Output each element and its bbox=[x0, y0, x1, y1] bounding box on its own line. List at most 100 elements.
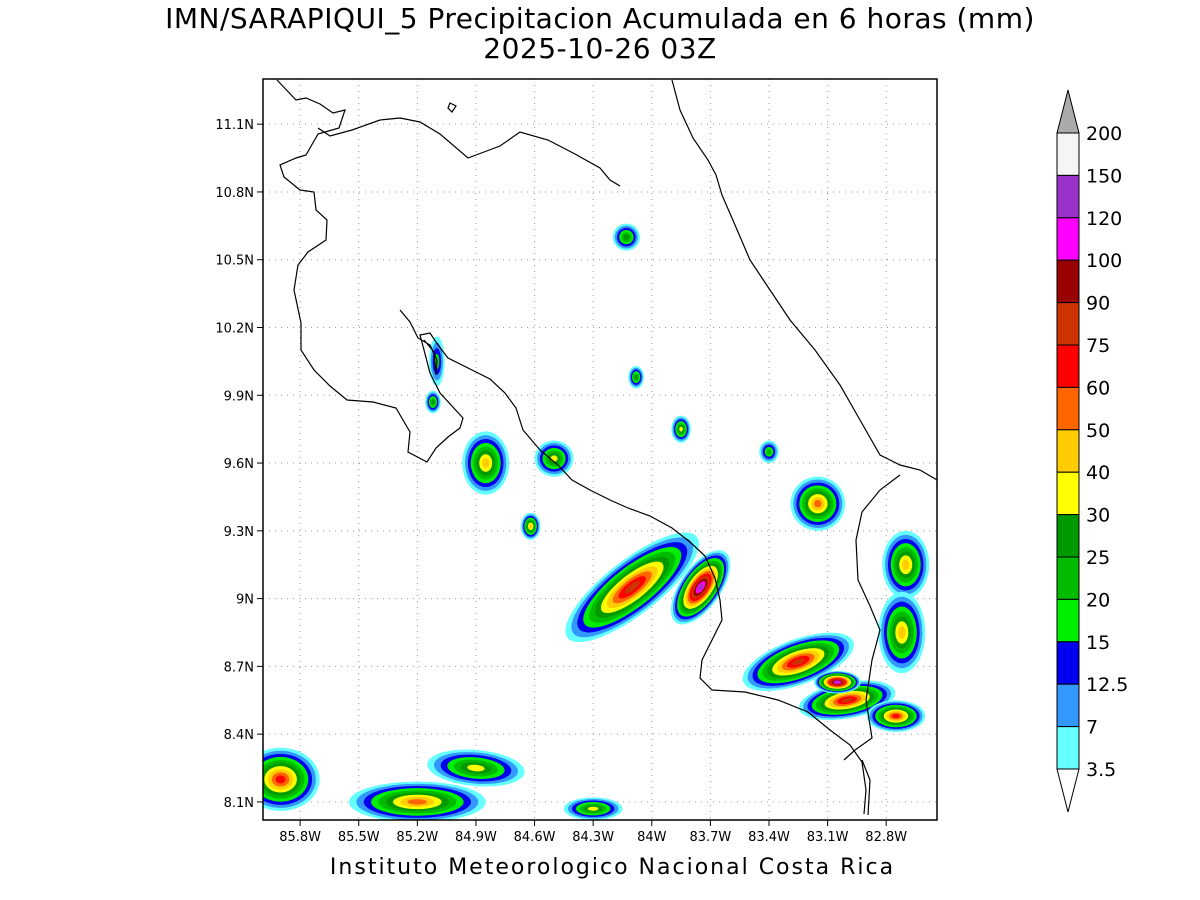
lat-tick-label: 10.2N bbox=[215, 322, 254, 337]
rain-cell bbox=[759, 440, 779, 464]
lat-tick-label: 8.7N bbox=[224, 660, 254, 675]
lon-tick-label: 84.9W bbox=[455, 830, 497, 845]
colorbar-level-label: 50 bbox=[1086, 420, 1110, 442]
colorbar-level-label: 75 bbox=[1086, 335, 1110, 357]
rain-contour-level bbox=[431, 399, 435, 405]
rain-cell bbox=[866, 700, 926, 732]
colorbar-under-arrow bbox=[1056, 768, 1080, 813]
map-frame bbox=[262, 78, 938, 821]
colorbar-swatch bbox=[1056, 429, 1080, 473]
rain-cell bbox=[670, 550, 731, 625]
lon-tick-label: 82.8W bbox=[865, 830, 907, 845]
lon-tick-label: 83.1W bbox=[807, 830, 849, 845]
panama-border bbox=[843, 474, 901, 761]
rain-contour-level bbox=[902, 559, 910, 571]
colorbar-level-label: 12.5 bbox=[1086, 674, 1128, 696]
colorbar-level-label: 25 bbox=[1086, 547, 1110, 569]
lat-tick-label: 9N bbox=[236, 593, 254, 608]
lat-tick-label: 9.3N bbox=[224, 525, 254, 540]
rain-contour-level bbox=[766, 448, 772, 455]
colorbar-swatch bbox=[1056, 598, 1080, 643]
colorbar-swatch bbox=[1056, 259, 1080, 304]
map-title: IMN/SARAPIQUI_5 Precipitacion Acumulada … bbox=[165, 2, 1035, 35]
rain-cell bbox=[742, 632, 854, 692]
lat-tick-label: 10.5N bbox=[215, 254, 254, 269]
colorbar-swatch bbox=[1056, 683, 1080, 728]
rain-contour-level bbox=[835, 681, 840, 684]
rain-cell bbox=[565, 532, 700, 643]
rain-contour-level bbox=[275, 775, 286, 784]
colorbar-swatch bbox=[1056, 386, 1080, 431]
rain-cell bbox=[348, 781, 486, 820]
colorbar-level-label: 100 bbox=[1086, 250, 1122, 272]
colorbar-over-arrow bbox=[1056, 89, 1080, 134]
rain-cell bbox=[878, 591, 926, 674]
nicaragua-border-lake-shore bbox=[317, 117, 621, 187]
colorbar-level-label: 150 bbox=[1086, 165, 1122, 187]
colorbar-swatch bbox=[1056, 132, 1080, 176]
colorbar-swatch bbox=[1056, 302, 1080, 346]
lon-tick-label: 83.7W bbox=[689, 830, 731, 845]
pacific-coastline bbox=[276, 79, 867, 815]
map-subtitle-datetime: 2025-10-26 03Z bbox=[483, 32, 717, 65]
rain-contour-level bbox=[679, 426, 683, 432]
rain-contour-level bbox=[634, 374, 638, 380]
colorbar-level-label: 90 bbox=[1086, 293, 1110, 315]
colorbar-swatch bbox=[1056, 174, 1080, 219]
lat-tick-label: 8.1N bbox=[224, 796, 254, 811]
rain-cell bbox=[263, 747, 320, 811]
colorbar-legend: 3.5 7 12.5 15 20 25 30 40 50 60 75 90 100 120 150 200 bbox=[1056, 89, 1128, 813]
rain-contour-level bbox=[841, 697, 853, 703]
colorbar-level-label: 20 bbox=[1086, 589, 1110, 611]
rain-contour-level bbox=[814, 499, 822, 508]
precipitation-field bbox=[263, 223, 930, 820]
rain-cell bbox=[520, 512, 541, 540]
rain-contour-level bbox=[467, 764, 485, 772]
rain-cell bbox=[671, 415, 691, 443]
colorbar-level-label: 40 bbox=[1086, 462, 1110, 484]
rain-cell bbox=[790, 476, 846, 531]
rain-contour-level bbox=[529, 524, 533, 529]
small-island bbox=[447, 102, 457, 113]
coastline-borders bbox=[276, 79, 937, 816]
rain-contour-level bbox=[482, 458, 490, 469]
colorbar-swatch bbox=[1056, 217, 1080, 261]
rain-contour-level bbox=[697, 583, 704, 591]
nicoya-inner-gulf bbox=[399, 309, 438, 376]
rain-cell bbox=[425, 390, 441, 414]
lat-tick-label: 8.4N bbox=[224, 728, 254, 743]
lat-tick-label: 9.6N bbox=[224, 457, 254, 472]
colorbar-level-label: 3.5 bbox=[1086, 759, 1116, 781]
colorbar-level-label: 7 bbox=[1086, 717, 1098, 739]
colorbar-swatch bbox=[1056, 471, 1080, 516]
lon-tick-label: 84.3W bbox=[572, 830, 614, 845]
colorbar-swatch bbox=[1056, 556, 1080, 600]
colorbar-level-label: 120 bbox=[1086, 208, 1122, 230]
rain-cell bbox=[882, 530, 930, 599]
footer-credit: Instituto Meteorologico Nacional Costa R… bbox=[329, 855, 896, 880]
rain-contour-level bbox=[550, 455, 558, 462]
colorbar-swatch bbox=[1056, 641, 1080, 685]
rain-cell bbox=[563, 797, 623, 820]
rain-contour-level bbox=[624, 580, 640, 594]
colorbar-swatch bbox=[1056, 344, 1080, 388]
lon-tick-label: 85.2W bbox=[396, 830, 438, 845]
axis-ticks: 11.1N 10.8N 10.5N 10.2N 9.9N 9.6N 9.3N 9N 8.7N 8.… bbox=[215, 118, 907, 845]
rain-contour-level bbox=[898, 626, 906, 639]
colorbar-level-label: 60 bbox=[1086, 377, 1110, 399]
colorbar-swatch bbox=[1056, 726, 1080, 770]
rain-contour-level bbox=[407, 799, 427, 805]
rain-contour-level bbox=[791, 658, 805, 666]
lon-tick-label: 83.4W bbox=[748, 830, 790, 845]
rain-contour-level bbox=[587, 806, 599, 811]
lon-tick-label: 85.8W bbox=[279, 830, 321, 845]
rain-cell bbox=[628, 365, 644, 389]
caribbean-coastline bbox=[671, 79, 937, 481]
lon-tick-label: 84.6W bbox=[514, 830, 556, 845]
rain-cell bbox=[612, 223, 641, 251]
colorbar-level-label: 15 bbox=[1086, 632, 1110, 654]
rain-cell bbox=[534, 440, 574, 477]
rain-contour-level bbox=[623, 234, 630, 240]
lon-tick-label: 85.5W bbox=[338, 830, 380, 845]
